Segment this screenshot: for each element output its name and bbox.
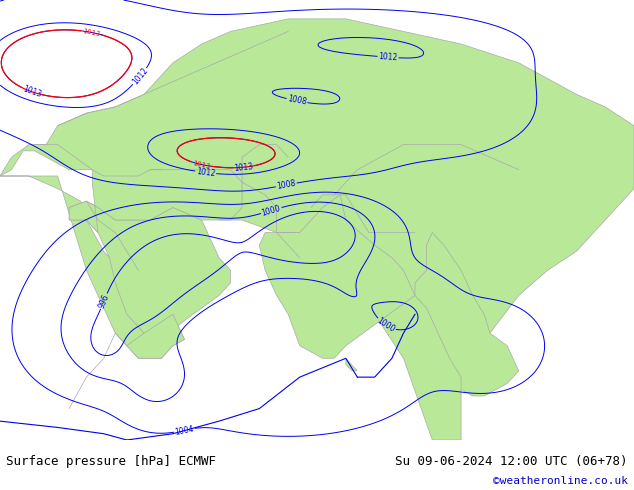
Text: 1012: 1012 <box>131 66 150 87</box>
Text: 1013: 1013 <box>234 162 254 172</box>
Polygon shape <box>0 19 634 440</box>
Polygon shape <box>259 195 415 358</box>
Text: Su 09-06-2024 12:00 UTC (06+78): Su 09-06-2024 12:00 UTC (06+78) <box>395 455 628 468</box>
Text: 996: 996 <box>97 293 111 310</box>
Text: 1000: 1000 <box>375 317 396 334</box>
Text: 1012: 1012 <box>196 167 216 178</box>
Text: ©weatheronline.co.uk: ©weatheronline.co.uk <box>493 476 628 486</box>
Text: Surface pressure [hPa] ECMWF: Surface pressure [hPa] ECMWF <box>6 455 216 468</box>
Polygon shape <box>415 233 519 396</box>
Text: 1013: 1013 <box>192 160 211 170</box>
Text: 1000: 1000 <box>261 203 282 218</box>
Polygon shape <box>69 201 231 340</box>
Text: 1008: 1008 <box>287 95 307 107</box>
Text: 1013: 1013 <box>82 28 101 37</box>
Text: 1004: 1004 <box>174 424 195 437</box>
Polygon shape <box>0 176 184 358</box>
Text: 1012: 1012 <box>378 52 398 62</box>
Polygon shape <box>346 358 358 371</box>
Text: 1008: 1008 <box>276 179 297 191</box>
Polygon shape <box>127 314 184 358</box>
Text: 1013: 1013 <box>21 84 42 99</box>
